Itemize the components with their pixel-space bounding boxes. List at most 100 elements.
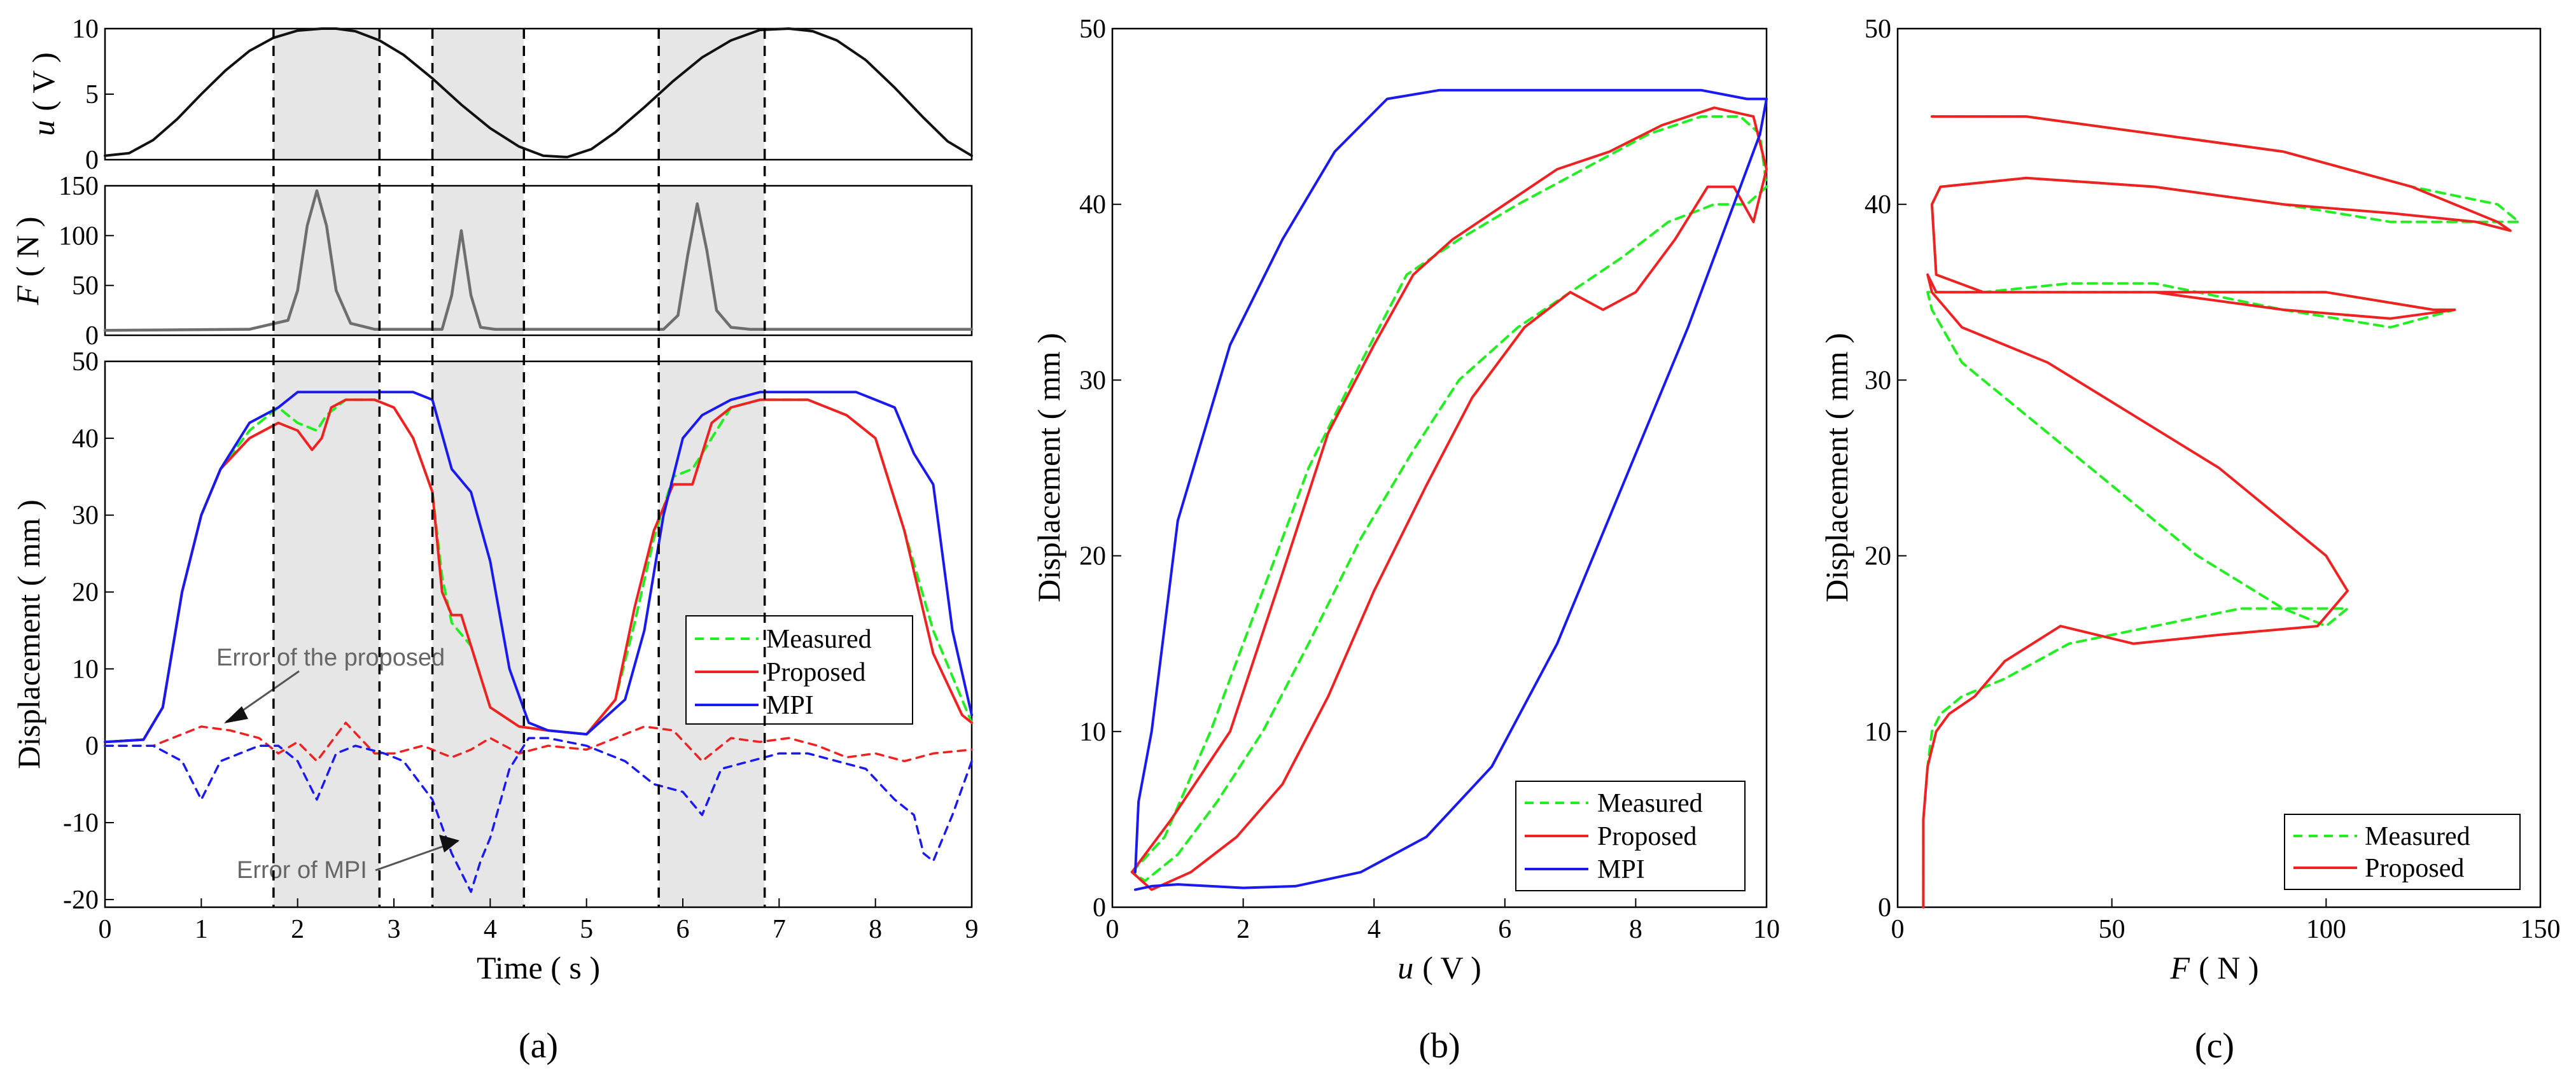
a-force-ytick-label-0: 0 — [85, 321, 99, 351]
panel-b-caption: (b) — [1418, 1026, 1460, 1066]
panel-a-displacement-ylabel: Displacement ( mm ) — [11, 499, 46, 769]
c-ytick-label-3: 30 — [1865, 366, 1891, 395]
c-xtick-label-2: 100 — [2306, 915, 2346, 944]
a-displacement-ytick-label-3: 10 — [72, 655, 99, 684]
c-xtick-label-1: 50 — [2099, 915, 2125, 944]
panel-a-legend: Measured Proposed MPI — [685, 615, 913, 725]
a-displacement-shaded-interval-1 — [432, 361, 524, 907]
legend-b-proposed-label: Proposed — [1597, 822, 1697, 851]
panel-a-displacement-frame — [104, 360, 973, 908]
annotation-mpi-error: Error of MPI — [237, 857, 367, 884]
b-ytick-label-3: 30 — [1079, 366, 1106, 395]
a-displacement-series-error-of-mpi — [104, 737, 973, 893]
b-xtick-label-1: 2 — [1236, 915, 1250, 944]
b-ytick-label-1: 10 — [1079, 718, 1106, 747]
a-displacement-ytick-label-6: 40 — [72, 424, 99, 454]
panel-c-legend: Measured Proposed — [2284, 814, 2521, 890]
legend-b-mpi-label: MPI — [1597, 855, 1645, 884]
a-displacement-ytick-label-0: -20 — [63, 886, 99, 915]
a-displacement-xtick-label-9: 9 — [965, 915, 979, 944]
panel-b-frame — [1111, 27, 1768, 908]
a-displacement-series-mpi — [104, 391, 973, 744]
panel-b-xlabel: u( V ) — [1397, 950, 1481, 985]
c-xtick-label-3: 150 — [2521, 915, 2561, 944]
a-force-shaded-interval-2 — [659, 186, 765, 335]
a-displacement-series-proposed — [104, 398, 973, 744]
legend-b-measured-label: Measured — [1597, 789, 1703, 818]
panel-c-frame — [1896, 27, 2542, 908]
b-ytick-label-2: 20 — [1079, 542, 1106, 571]
a-force-ytick-label-3: 150 — [59, 172, 99, 201]
a-displacement-xtick-label-6: 6 — [676, 915, 690, 944]
a-input-ytick-label-1: 5 — [85, 80, 99, 109]
b-xtick-label-2: 4 — [1368, 915, 1381, 944]
a-input-shaded-interval-1 — [432, 29, 524, 160]
a-force-ytick-label-1: 50 — [72, 272, 99, 301]
panel-a-interval-boundaries — [272, 29, 766, 907]
c-ytick-label-4: 40 — [1865, 190, 1891, 219]
a-displacement-ytick-label-1: -10 — [63, 809, 99, 838]
panel-a-input-subplot: 0 5 10 u( V ) — [25, 15, 973, 175]
panel-b-legend: Measured Proposed MPI — [1515, 781, 1746, 891]
c-ytick-label-1: 10 — [1865, 718, 1891, 747]
a-displacement-xtick-label-4: 4 — [484, 915, 497, 944]
b-ytick-label-0: 0 — [1093, 893, 1106, 922]
b-series-mpi — [1134, 88, 1768, 891]
panel-a-input-frame — [104, 27, 973, 161]
a-displacement-ytick-label-5: 30 — [72, 501, 99, 531]
a-displacement-xtick-label-8: 8 — [869, 915, 882, 944]
b-xtick-label-3: 6 — [1498, 915, 1511, 944]
a-displacement-ytick-label-2: 0 — [85, 732, 99, 761]
a-displacement-xtick-label-0: 0 — [99, 915, 112, 944]
panel-b-subplot: 0 10 20 30 40 50 0 2 4 6 8 10 Displacement ( mm ) u… — [1031, 15, 1780, 985]
b-xtick-label-5: 10 — [1753, 915, 1780, 944]
panel-c-xlabel: F( N ) — [2170, 950, 2259, 985]
b-xtick-label-0: 0 — [1106, 915, 1119, 944]
panel-a-displacement-subplot: -20 -10 0 10 20 30 40 50 0 1 2 3 4 5 6 7 8 9 Displacement… — [11, 347, 979, 985]
b-ytick-label-5: 50 — [1079, 15, 1106, 44]
panel-a-force-subplot: 0 50 100 150 F( N ) — [10, 172, 974, 351]
legend-a-mpi-label: MPI — [766, 691, 814, 720]
a-displacement-shaded-interval-0 — [273, 361, 380, 907]
a-force-series-f — [103, 189, 974, 332]
b-series-measured — [1130, 115, 1768, 882]
a-input-shaded-interval-0 — [273, 29, 380, 160]
a-displacement-xtick-label-2: 2 — [291, 915, 304, 944]
panel-c-subplot: 0 10 20 30 40 50 0 50 100 150 Displacement ( mm )… — [1819, 15, 2561, 985]
panel-a-force-frame — [104, 184, 973, 337]
c-xtick-label-0: 0 — [1891, 915, 1905, 944]
c-series-proposed — [1922, 115, 2512, 908]
a-displacement-xtick-label-5: 5 — [580, 915, 593, 944]
panel-c-ylabel: Displacement ( mm ) — [1819, 333, 1854, 602]
panel-a-caption: (a) — [519, 1026, 558, 1066]
a-displacement-xtick-label-3: 3 — [388, 915, 401, 944]
panel-c-caption: (c) — [2195, 1026, 2234, 1066]
b-xtick-label-4: 8 — [1629, 915, 1642, 944]
c-series-measured — [1922, 115, 2521, 908]
a-input-ytick-label-0: 0 — [85, 146, 99, 175]
legend-c-proposed-label: Proposed — [2365, 854, 2464, 883]
annotation-mpi-arrowhead — [439, 835, 459, 853]
panel-b-ylabel: Displacement ( mm ) — [1031, 333, 1067, 602]
panel-a-annotations: Error of the proposed Error of MPI — [216, 644, 459, 884]
a-displacement-series-error-of-the-proposed — [104, 721, 973, 763]
legend-a-measured-label: Measured — [766, 625, 872, 654]
a-displacement-xtick-label-7: 7 — [773, 915, 786, 944]
annotation-proposed-arrowhead — [224, 706, 248, 723]
a-input-shaded-interval-2 — [659, 29, 765, 160]
panel-a-input-ylabel: u( V ) — [25, 52, 61, 136]
c-ytick-label-0: 0 — [1878, 893, 1891, 922]
panel-a-xlabel: Time ( s ) — [477, 950, 600, 985]
a-displacement-ytick-label-4: 20 — [72, 578, 99, 608]
a-input-series-u — [104, 27, 973, 158]
panel-a-force-ylabel: F( N ) — [10, 217, 45, 306]
legend-c-measured-label: Measured — [2365, 822, 2470, 851]
annotation-proposed-error: Error of the proposed — [216, 644, 445, 671]
a-displacement-ytick-label-7: 50 — [72, 347, 99, 377]
c-ytick-label-2: 20 — [1865, 542, 1891, 571]
b-series-proposed — [1130, 106, 1768, 891]
a-force-ytick-label-2: 100 — [59, 221, 99, 251]
c-ytick-label-5: 50 — [1865, 15, 1891, 44]
legend-a-proposed-label: Proposed — [766, 658, 865, 687]
